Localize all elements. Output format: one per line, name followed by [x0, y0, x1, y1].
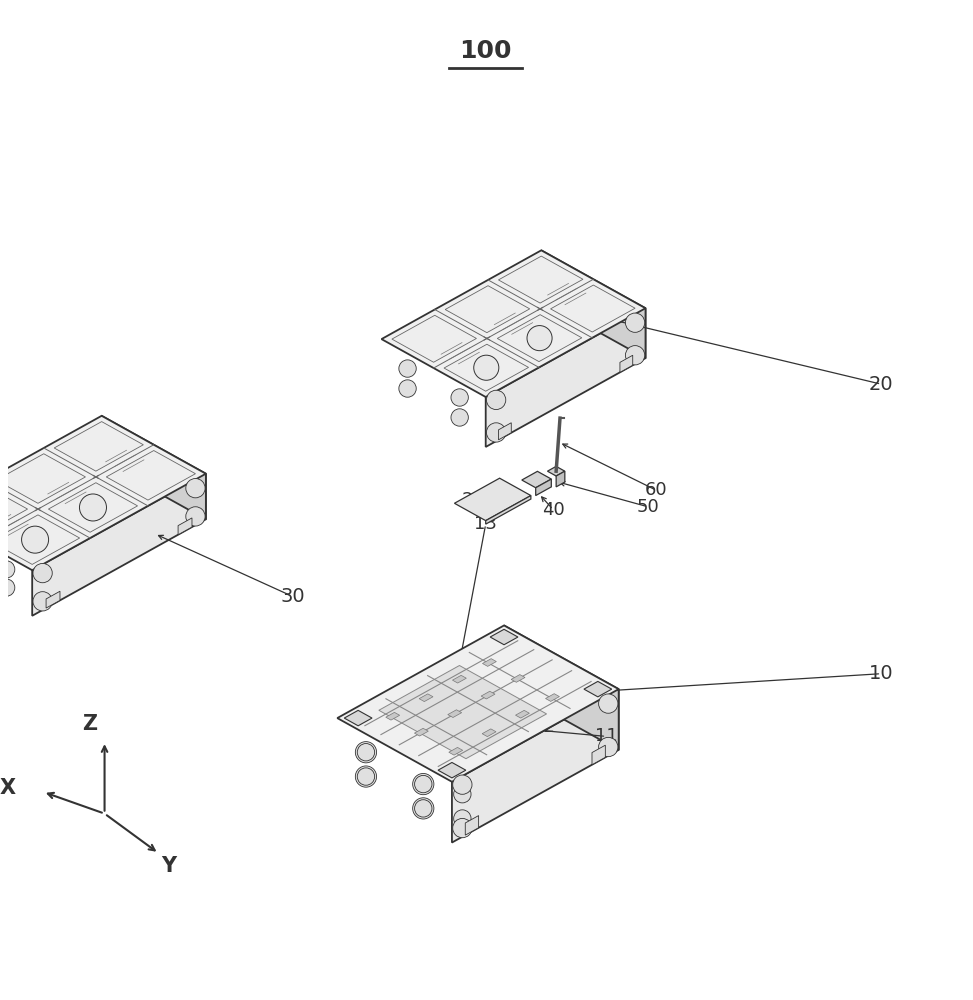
Circle shape — [33, 592, 53, 611]
Circle shape — [186, 507, 205, 526]
Text: Y: Y — [161, 856, 176, 876]
Polygon shape — [392, 315, 477, 362]
Circle shape — [453, 810, 471, 827]
Polygon shape — [557, 471, 565, 487]
Polygon shape — [385, 712, 400, 720]
Polygon shape — [504, 625, 619, 750]
Circle shape — [355, 742, 377, 763]
Circle shape — [186, 479, 205, 498]
Polygon shape — [49, 483, 137, 532]
Polygon shape — [483, 729, 496, 737]
Polygon shape — [106, 451, 196, 500]
Polygon shape — [178, 518, 192, 535]
Polygon shape — [0, 486, 27, 535]
Circle shape — [414, 775, 432, 793]
Polygon shape — [448, 710, 461, 717]
Circle shape — [399, 380, 416, 397]
Polygon shape — [551, 285, 635, 332]
Polygon shape — [511, 675, 525, 682]
Polygon shape — [483, 659, 496, 666]
Circle shape — [355, 766, 377, 787]
Polygon shape — [444, 344, 528, 391]
Polygon shape — [101, 416, 206, 519]
Circle shape — [357, 768, 375, 785]
Polygon shape — [481, 691, 495, 699]
Polygon shape — [378, 666, 547, 759]
Polygon shape — [449, 747, 463, 755]
Text: 100: 100 — [459, 39, 512, 63]
Polygon shape — [498, 423, 511, 440]
Circle shape — [0, 579, 15, 596]
Polygon shape — [54, 422, 143, 471]
Circle shape — [399, 360, 416, 377]
Circle shape — [450, 409, 468, 426]
Text: 200: 200 — [462, 491, 496, 509]
Circle shape — [452, 818, 472, 838]
Polygon shape — [498, 256, 583, 303]
Polygon shape — [46, 591, 60, 608]
Text: Z: Z — [83, 714, 97, 734]
Circle shape — [453, 786, 471, 803]
Polygon shape — [454, 478, 531, 521]
Circle shape — [527, 326, 552, 351]
Polygon shape — [541, 250, 645, 358]
Polygon shape — [419, 694, 433, 702]
Circle shape — [626, 313, 645, 332]
Polygon shape — [338, 625, 619, 782]
Text: 60: 60 — [645, 481, 667, 499]
Text: 50: 50 — [636, 498, 659, 516]
Polygon shape — [497, 315, 582, 362]
Circle shape — [413, 798, 434, 819]
Circle shape — [0, 561, 15, 578]
Circle shape — [598, 694, 618, 713]
Text: 30: 30 — [280, 587, 305, 606]
Polygon shape — [452, 675, 466, 683]
Polygon shape — [32, 474, 206, 616]
Text: 11: 11 — [595, 727, 618, 745]
Polygon shape — [584, 681, 612, 697]
Polygon shape — [451, 689, 619, 843]
Polygon shape — [486, 308, 645, 447]
Polygon shape — [592, 745, 605, 765]
Circle shape — [474, 355, 499, 380]
Polygon shape — [465, 816, 479, 835]
Text: X: X — [0, 778, 17, 798]
Circle shape — [80, 494, 106, 521]
Text: 13: 13 — [474, 515, 497, 533]
Polygon shape — [0, 515, 80, 564]
Circle shape — [626, 346, 645, 365]
Circle shape — [450, 389, 468, 406]
Circle shape — [486, 390, 506, 410]
Circle shape — [357, 744, 375, 761]
Polygon shape — [344, 710, 372, 726]
Circle shape — [598, 737, 618, 757]
Polygon shape — [516, 710, 529, 718]
Polygon shape — [522, 471, 552, 488]
Polygon shape — [486, 496, 531, 524]
Circle shape — [33, 563, 53, 583]
Circle shape — [413, 773, 434, 795]
Polygon shape — [620, 355, 632, 372]
Circle shape — [486, 423, 506, 442]
Polygon shape — [548, 466, 565, 476]
Polygon shape — [546, 694, 559, 701]
Polygon shape — [414, 728, 428, 736]
Polygon shape — [381, 250, 645, 397]
Text: 20: 20 — [869, 375, 893, 394]
Polygon shape — [536, 479, 552, 496]
Circle shape — [21, 526, 49, 553]
Circle shape — [452, 775, 472, 794]
Text: 40: 40 — [542, 501, 564, 519]
Circle shape — [414, 800, 432, 817]
Polygon shape — [0, 416, 206, 570]
Text: 12: 12 — [532, 718, 555, 736]
Polygon shape — [0, 454, 86, 503]
Polygon shape — [438, 762, 466, 778]
Polygon shape — [446, 286, 529, 333]
Text: 10: 10 — [869, 664, 893, 683]
Polygon shape — [490, 629, 518, 645]
